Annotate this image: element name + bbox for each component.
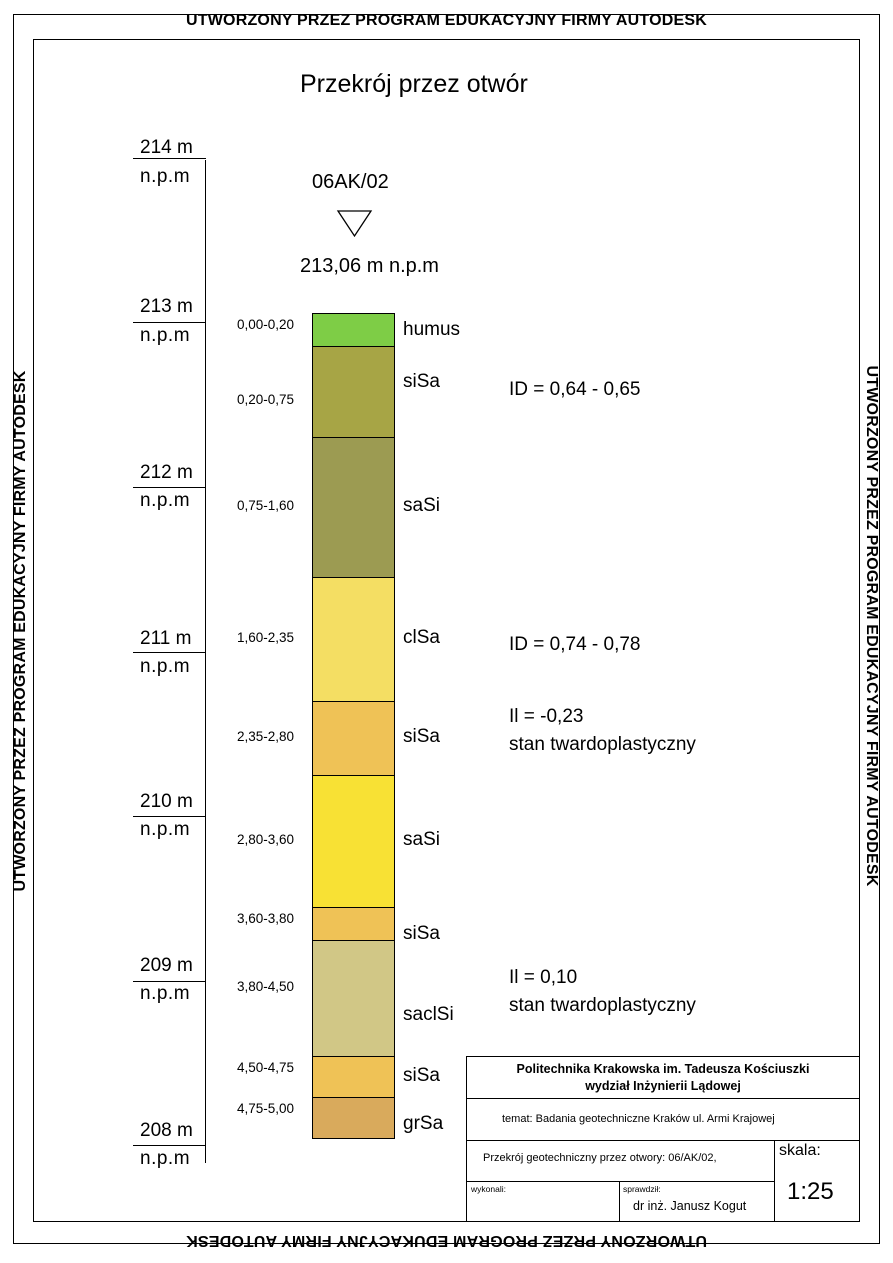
borehole-elevation: 213,06 m n.p.m [300,255,439,277]
scale-label-value: 212 m [140,462,193,483]
institution-name: Politechnika Krakowska im. Tadeusza Kośc… [516,1062,810,1076]
page-title: Przekrój przez otwór [300,70,528,98]
scale-label: skala: [779,1142,821,1159]
consistency-state-note: stan twardoplastyczny [509,734,696,755]
scale-tick [133,322,206,323]
density-index-note: ID = 0,64 - 0,65 [509,379,641,400]
scale-label-value: 210 m [140,791,193,812]
layer-soil-code: siSa [403,1065,440,1087]
scale-tick [133,1145,206,1146]
soil-layer [312,940,395,1057]
liquidity-index-note: Il = 0,10 [509,967,578,988]
drawing-title: Przekrój geotechniczny przez otwory: 06/… [483,1152,717,1164]
scale-label-unit: n.p.m [140,983,191,1004]
outer-frame [13,14,880,1244]
layer-soil-code: clSa [403,626,440,648]
layer-soil-code: siSa [403,923,440,944]
scale-label-unit: n.p.m [140,325,191,346]
layer-depth-label: 0,75-1,60 [237,497,295,513]
scale-tick [133,652,206,653]
density-index-note: ID = 0,74 - 0,78 [509,634,641,655]
scale-tick [133,158,206,159]
topic-text: temat: Badania geotechniczne Kraków ul. … [502,1113,775,1125]
scale-label-unit: n.p.m [140,490,191,511]
layer-soil-code: saclSi [403,1004,454,1025]
soil-layer [312,775,395,908]
scale-label-unit: n.p.m [140,819,191,840]
layer-depth-label: 3,80-4,50 [237,979,295,994]
layer-soil-code: siSa [403,371,440,392]
layer-depth-label: 2,80-3,60 [237,832,295,847]
layer-depth-label: 4,50-4,75 [237,1059,295,1075]
scale-tick [133,487,206,488]
soil-layer [312,436,395,578]
layer-depth-label: 1,60-2,35 [237,629,295,645]
title-block: Politechnika Krakowska im. Tadeusza Kośc… [466,1056,860,1222]
faculty-name: wydział Inżynierii Lądowej [585,1079,741,1093]
liquidity-index-note: Il = -0,23 [509,706,584,727]
soil-layer [312,577,395,702]
scale-label-unit: n.p.m [140,656,191,677]
scale-value: 1:25 [787,1178,834,1205]
borehole-name: 06AK/02 [312,171,389,193]
watermark-top: UTWORZONY PRZEZ PROGRAM EDUKACYJNY FIRMY… [186,12,707,29]
layer-depth-label: 0,00-0,20 [237,317,295,332]
scale-label-value: 208 m [140,1120,193,1141]
soil-layer [312,346,395,438]
elevation-scale-axis [205,160,206,1163]
drawing-frame [33,39,860,1222]
layer-soil-code: siSa [403,725,440,747]
water-level-triangle-icon [336,210,373,238]
scale-label-unit: n.p.m [140,166,191,187]
consistency-state-note: stan twardoplastyczny [509,995,696,1016]
scale-label-unit: n.p.m [140,1148,191,1169]
soil-layer [312,1055,395,1098]
soil-layer [312,1096,395,1139]
layer-depth-label: 3,60-3,80 [237,911,295,926]
made-by-label: wykonali: [471,1184,506,1194]
scale-tick [133,981,206,982]
layer-soil-code: saSi [403,494,440,516]
layer-depth-label: 0,20-0,75 [237,392,295,408]
layer-depth-label: 2,35-2,80 [237,728,295,744]
layer-soil-code: saSi [403,829,440,850]
scale-label-value: 213 m [140,296,193,317]
checked-by-label: sprawdził: [623,1184,661,1194]
layer-depth-label: 4,75-5,00 [237,1100,295,1116]
checked-by-name: dr inż. Janusz Kogut [633,1199,747,1213]
soil-layer [312,907,395,941]
soil-layer [312,313,395,347]
layer-soil-code: grSa [403,1112,444,1134]
scale-label-value: 211 m [140,628,192,649]
scale-label-value: 214 m [140,137,193,158]
watermark-right: UTWORZONY PRZEZ PROGRAM EDUKACYJNY FIRMY… [863,365,880,887]
layer-soil-code: humus [403,318,461,340]
watermark-bottom: UTWORZONY PRZEZ PROGRAM EDUKACYJNY FIRMY… [186,1232,707,1249]
watermark-left: UTWORZONY PRZEZ PROGRAM EDUKACYJNY FIRMY… [12,370,29,892]
scale-tick [133,816,206,817]
soil-layer [312,700,395,776]
scale-label-value: 209 m [140,955,193,976]
